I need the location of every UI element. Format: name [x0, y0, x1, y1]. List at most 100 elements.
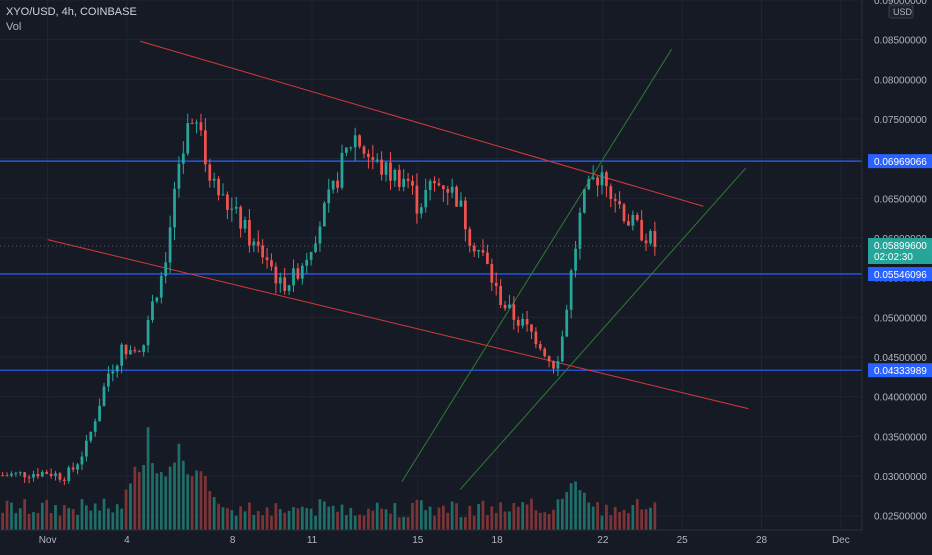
- volume-bar: [367, 508, 370, 530]
- candle-body: [358, 135, 361, 147]
- volume-bar: [18, 508, 22, 530]
- volume-bar: [525, 504, 529, 530]
- candle-body: [40, 471, 44, 477]
- candle-body: [362, 146, 366, 154]
- candle-body: [631, 215, 635, 226]
- candle-body: [120, 344, 123, 366]
- volume-bar: [243, 511, 247, 530]
- volume-bar: [406, 517, 410, 530]
- volume-bar: [591, 506, 595, 530]
- volume-bar: [477, 504, 480, 530]
- time-axis-tick: 28: [756, 535, 768, 546]
- candle-body: [459, 200, 463, 207]
- volume-bar: [300, 506, 304, 530]
- candle-body: [433, 180, 436, 184]
- level-badge-box: [868, 267, 932, 282]
- volume-bar: [309, 508, 313, 530]
- volume-bar: [226, 508, 229, 530]
- candle-body: [605, 172, 608, 187]
- candle-body: [93, 421, 97, 432]
- time-axis-tick: 8: [230, 535, 236, 546]
- candle-body: [428, 180, 432, 190]
- volume-bar: [397, 517, 401, 530]
- candle-body: [437, 183, 441, 186]
- candle-body: [27, 477, 31, 479]
- candle-body: [327, 189, 331, 204]
- candle-body: [530, 324, 533, 332]
- volume-bar: [234, 515, 238, 530]
- currency-badge-box: [888, 4, 914, 19]
- volume-bar: [486, 514, 489, 530]
- level-badge-value: 0.04333989: [874, 366, 927, 377]
- candle-body: [569, 270, 573, 310]
- volume-bar: [596, 502, 599, 530]
- candle-body: [424, 189, 428, 208]
- volume-bar: [450, 501, 454, 530]
- candle-body: [534, 331, 538, 345]
- candle-body: [371, 157, 375, 160]
- volume-bar: [503, 511, 507, 530]
- price-axis-tick: 0.02500000: [874, 512, 927, 523]
- candle-body: [54, 473, 57, 476]
- volume-bar: [111, 512, 115, 530]
- volume-bar: [424, 510, 428, 530]
- level-badge-value: 0.05546096: [874, 270, 927, 281]
- candle-body: [649, 231, 652, 244]
- price-axis-tick: 0.08500000: [874, 36, 927, 47]
- volume-indicator-label[interactable]: Vol: [6, 21, 22, 33]
- candle-body: [486, 252, 489, 265]
- volume-bar: [609, 515, 613, 530]
- level-price-badge: 0.04333989: [868, 363, 932, 378]
- volume-bar: [446, 512, 450, 530]
- volume-bar: [428, 506, 432, 530]
- volume-bar: [322, 501, 326, 530]
- volume-bar: [622, 509, 626, 530]
- chart-legend: XYO/USD, 4h, COINBASE Vol: [6, 5, 137, 35]
- time-axis-tick: 22: [597, 535, 609, 546]
- level-price-badge: 0.05546096: [868, 267, 932, 282]
- candle-body: [199, 122, 203, 131]
- volume-bar: [36, 513, 40, 530]
- volume-bar: [547, 514, 551, 530]
- volume-bar: [371, 510, 375, 530]
- volume-bar: [362, 515, 366, 530]
- candle-body: [300, 265, 304, 279]
- candle-body: [283, 277, 287, 292]
- volume-bar: [521, 502, 525, 530]
- volume-bar: [168, 466, 172, 530]
- volume-bar: [336, 511, 339, 530]
- candle-body: [129, 349, 132, 355]
- volume-bar: [93, 503, 97, 530]
- volume-bar: [331, 505, 335, 530]
- volume-bar: [32, 512, 35, 530]
- candle-body: [111, 371, 115, 374]
- volume-bar: [107, 508, 110, 530]
- candle-body: [349, 147, 353, 149]
- candle-body: [512, 304, 516, 320]
- candle-body: [552, 361, 555, 369]
- volume-bar: [538, 512, 542, 530]
- level-badge-box: [868, 154, 932, 169]
- price-axis-tick: 0.04500000: [874, 353, 927, 364]
- candle-body: [419, 207, 423, 214]
- candle-body: [613, 199, 617, 201]
- candle-body: [287, 285, 291, 292]
- time-axis-tick: Nov: [39, 535, 57, 546]
- candle-body: [525, 318, 529, 325]
- candle-body: [556, 361, 560, 369]
- volume-bar: [67, 508, 71, 530]
- volume-bar: [89, 510, 93, 530]
- symbol-title[interactable]: XYO/USD, 4h, COINBASE: [6, 6, 137, 18]
- volume-bar: [151, 463, 154, 530]
- candle-body: [181, 153, 185, 164]
- volume-bar: [516, 506, 520, 530]
- volume-bar: [283, 512, 287, 530]
- candle-body: [618, 200, 621, 205]
- candle-body: [574, 248, 577, 271]
- candle-body: [375, 159, 379, 161]
- volume-bar: [85, 505, 88, 530]
- volume-bar: [455, 503, 458, 530]
- candle-body: [353, 135, 357, 148]
